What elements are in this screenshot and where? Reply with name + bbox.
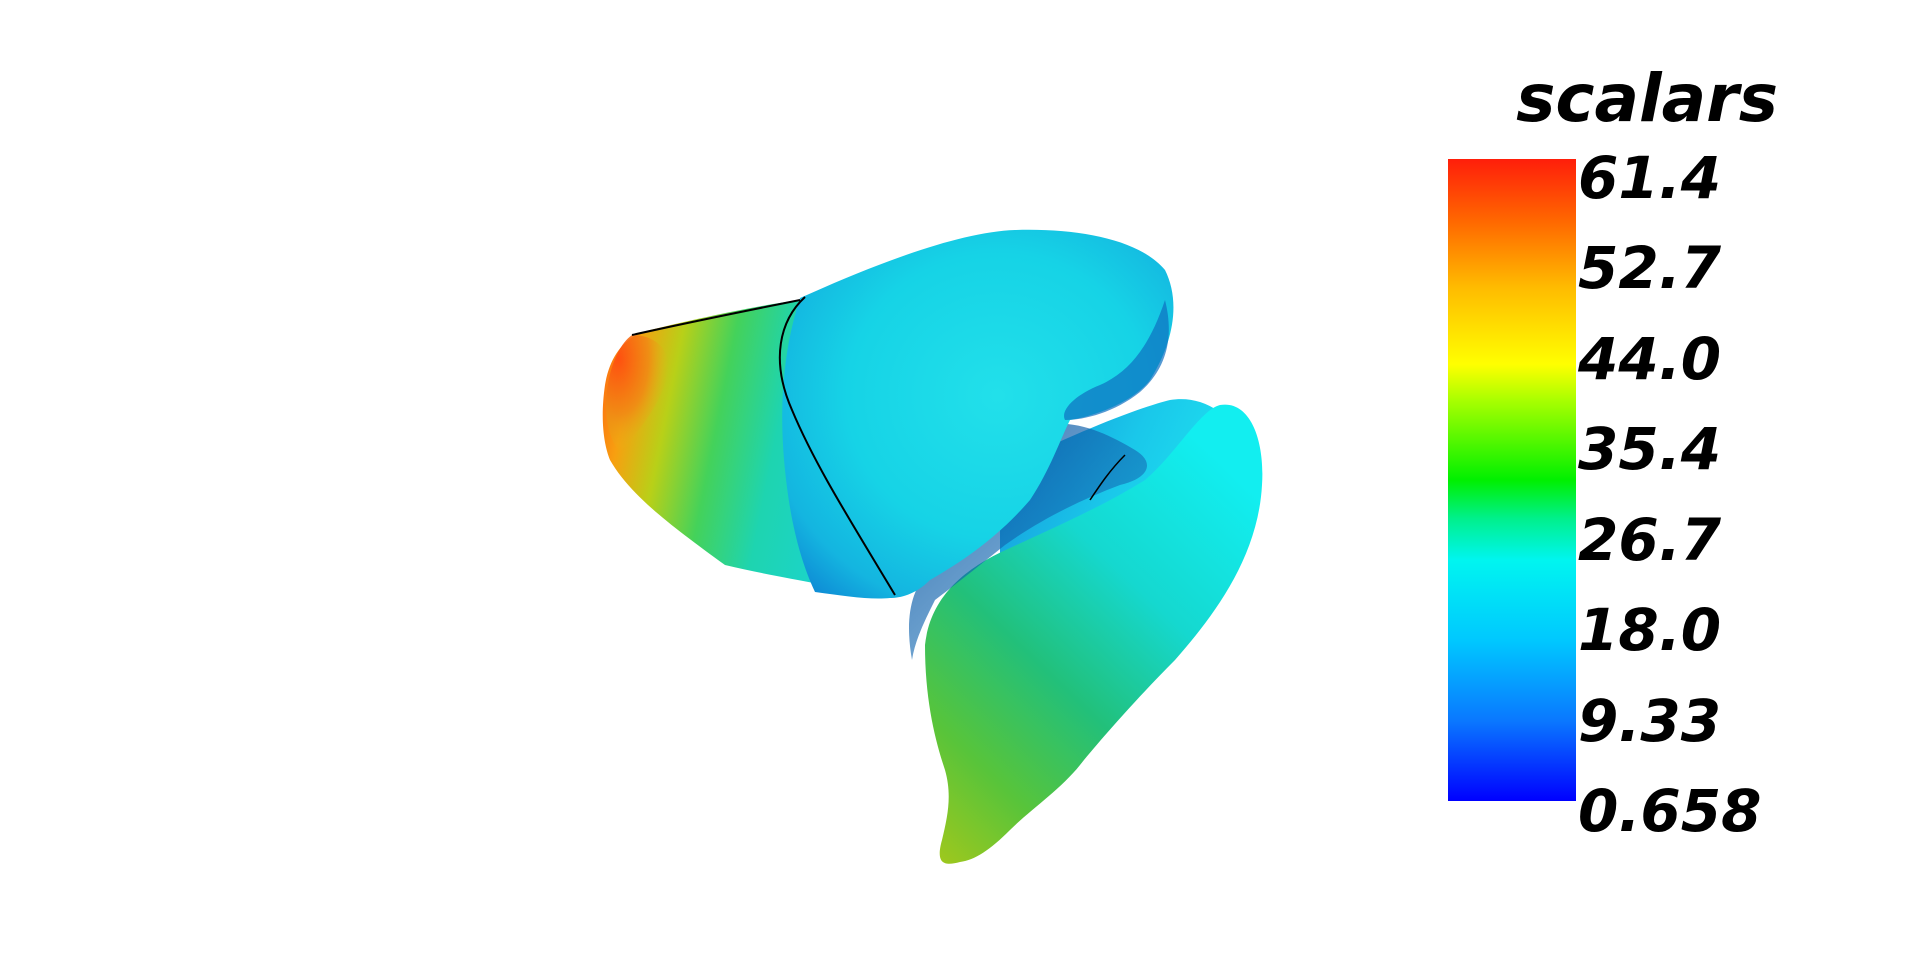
- scalar-bar-label: 52.7: [1578, 234, 1722, 302]
- scalar-bar-label: 44.0: [1578, 325, 1722, 393]
- scalar-bar-title: scalars: [1516, 60, 1778, 137]
- scalar-bar-label: 9.33: [1578, 687, 1722, 755]
- scalar-bar-label-max: 61.4: [1578, 144, 1722, 212]
- boundary-line-middle: [778, 296, 896, 596]
- scalar-bar-legend: scalars 61.4 52.7 44.0 35.4 26.7 18.0 9.…: [1440, 60, 1780, 860]
- surface-top-lobe-underside: [1064, 300, 1169, 420]
- boundary-line-right: [1089, 454, 1126, 501]
- surface-crease-shadow: [909, 423, 1147, 660]
- scalar-bar-label: 18.0: [1578, 596, 1722, 664]
- scalar-bar-gradient: [1448, 159, 1576, 801]
- scalar-bar-label-min: 0.658: [1578, 777, 1762, 845]
- surface-hotspot: [606, 335, 669, 452]
- surface-top-lobe: [782, 229, 1174, 599]
- scalar-bar-label: 26.7: [1578, 506, 1722, 574]
- boundary-line-top: [631, 299, 801, 336]
- scalar-bar-label: 35.4: [1578, 415, 1722, 483]
- surface-bottom-lobe: [925, 404, 1263, 864]
